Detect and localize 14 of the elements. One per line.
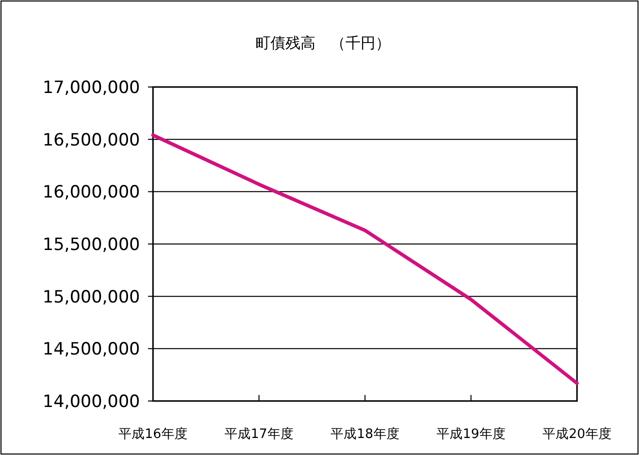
x-tick-label: 平成17年度 (224, 426, 294, 442)
x-tick-label: 平成16年度 (118, 426, 188, 442)
line-series (151, 133, 579, 385)
y-tick-label: 17,000,000 (42, 78, 140, 98)
y-tick-label: 15,000,000 (42, 287, 140, 308)
y-tick-label: 14,500,000 (42, 340, 140, 360)
chart-title: 町債残高 （千円） (256, 34, 390, 52)
x-tick-label: 平成19年度 (436, 426, 506, 442)
y-tick-label: 16,500,000 (42, 130, 140, 150)
y-tick-label: 15,500,000 (42, 235, 140, 255)
y-tick-label: 16,000,000 (42, 182, 140, 203)
x-tick-label: 平成20年度 (542, 426, 612, 442)
y-tick-label: 14,000,000 (42, 392, 140, 412)
x-tick-label: 平成18年度 (330, 426, 400, 442)
